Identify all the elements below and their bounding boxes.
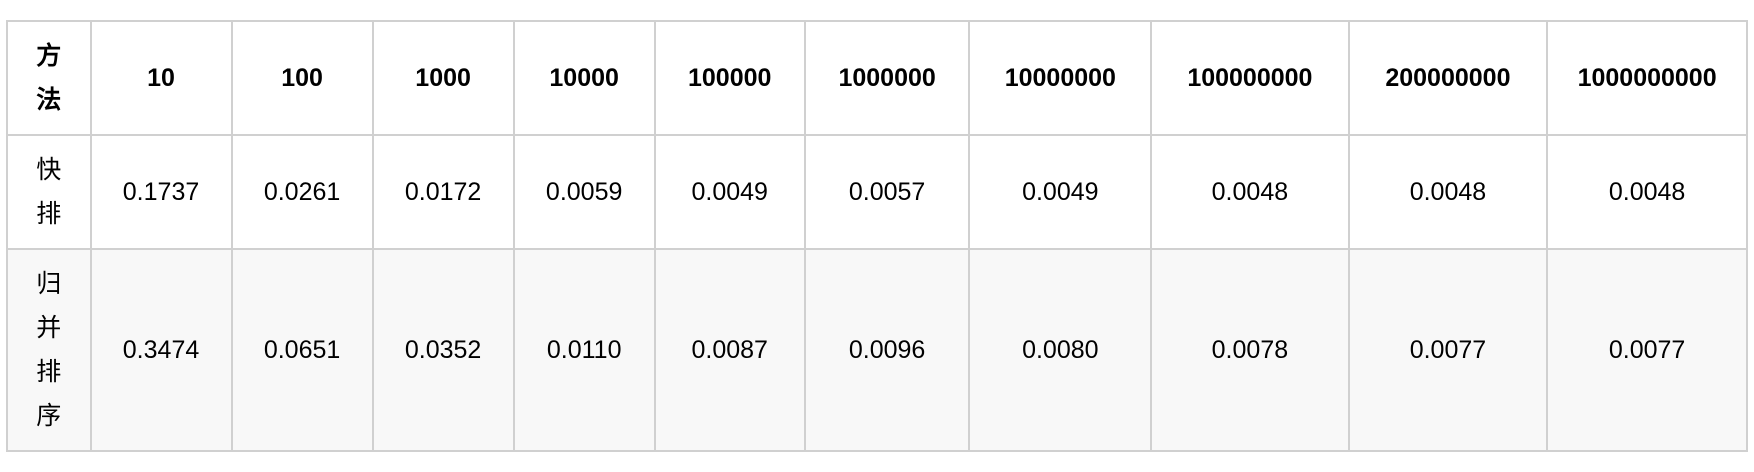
timing-value-cell: 0.0048 [1546,134,1748,250]
size-column-header: 10000000 [968,20,1153,136]
timing-value-cell: 0.0077 [1347,248,1549,452]
size-column-header: 10 [89,20,233,136]
timing-value-cell: 0.0048 [1347,134,1549,250]
timing-value-cell: 0.1737 [89,134,233,250]
size-column-header: 1000 [371,20,515,136]
table-row-quicksort: 快排 0.1737 0.0261 0.0172 0.0059 0.0049 0.… [6,134,1748,250]
method-name-cell: 快排 [6,134,92,250]
sort-timing-table: 方法 10 100 1000 10000 100000 1000000 1000… [6,20,1748,452]
timing-value-cell: 0.0172 [371,134,515,250]
size-column-header: 10000 [512,20,656,136]
timing-value-cell: 0.0261 [230,134,374,250]
timing-value-cell: 0.3474 [89,248,233,452]
timing-value-cell: 0.0057 [803,134,971,250]
size-column-header: 1000000 [803,20,971,136]
size-column-header: 100000000 [1150,20,1350,136]
timing-value-cell: 0.0078 [1150,248,1350,452]
timing-value-cell: 0.0087 [653,248,806,452]
timing-value-cell: 0.0080 [968,248,1153,452]
table-header-row: 方法 10 100 1000 10000 100000 1000000 1000… [6,20,1748,136]
timing-value-cell: 0.0352 [371,248,515,452]
timing-value-cell: 0.0048 [1150,134,1350,250]
table-row-mergesort: 归并排序 0.3474 0.0651 0.0352 0.0110 0.0087 … [6,248,1748,452]
timing-value-cell: 0.0059 [512,134,656,250]
timing-table-container: 方法 10 100 1000 10000 100000 1000000 1000… [6,20,1748,452]
timing-value-cell: 0.0096 [803,248,971,452]
method-column-header: 方法 [6,20,92,136]
size-column-header: 100 [230,20,374,136]
size-column-header: 1000000000 [1546,20,1748,136]
timing-value-cell: 0.0651 [230,248,374,452]
size-column-header: 100000 [653,20,806,136]
timing-value-cell: 0.0049 [653,134,806,250]
timing-value-cell: 0.0077 [1546,248,1748,452]
timing-value-cell: 0.0110 [512,248,656,452]
size-column-header: 200000000 [1347,20,1549,136]
timing-value-cell: 0.0049 [968,134,1153,250]
method-name-cell: 归并排序 [6,248,92,452]
